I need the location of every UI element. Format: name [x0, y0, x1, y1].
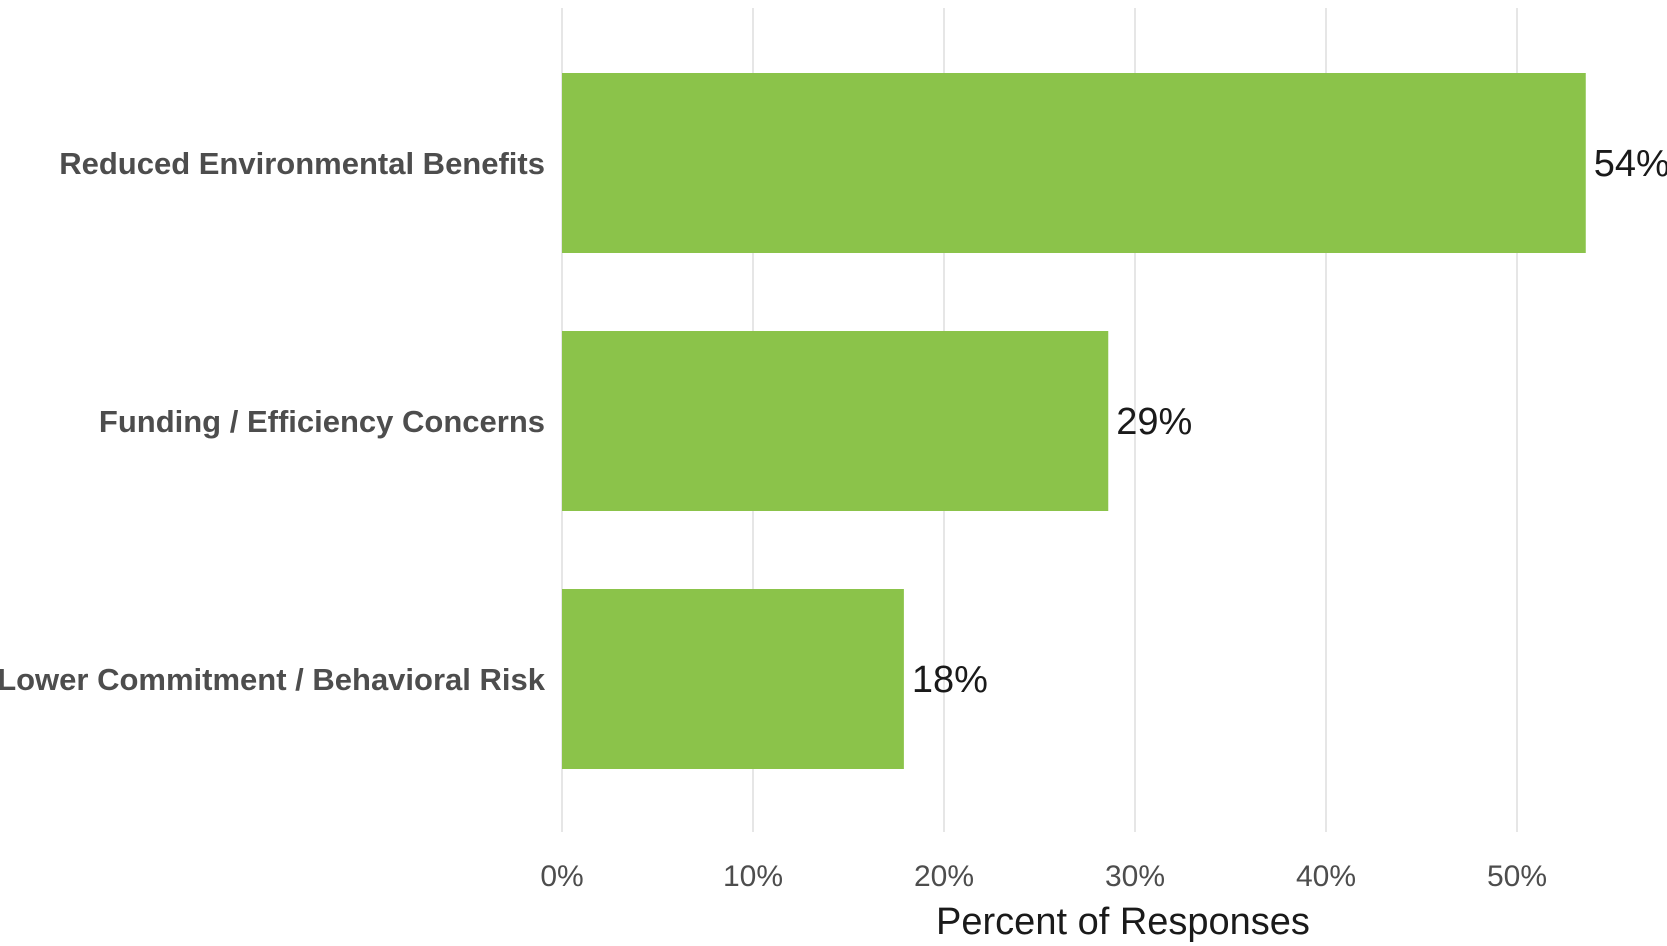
x-tick-label: 0%	[540, 860, 583, 893]
x-tick-label: 20%	[914, 860, 974, 893]
x-tick-label: 40%	[1296, 860, 1356, 893]
category-label: Reduced Environmental Benefits	[59, 146, 545, 181]
bar	[562, 73, 1586, 253]
x-tick-label: 10%	[723, 860, 783, 893]
data-label: 18%	[912, 659, 988, 701]
x-tick-label: 30%	[1105, 860, 1165, 893]
x-axis-title: Percent of Responses	[936, 901, 1310, 943]
labels: 0% 10% 20% 30% 40% 50% Reduced Environmental B…	[0, 143, 1667, 893]
category-label: Funding / Efficiency Concerns	[99, 404, 545, 439]
x-tick-label: 50%	[1487, 860, 1547, 893]
bar	[562, 589, 904, 769]
data-label: 54%	[1594, 143, 1667, 185]
bars	[562, 73, 1586, 769]
category-label: Lower Commitment / Behavioral Risk	[0, 662, 546, 697]
data-label: 29%	[1116, 401, 1192, 443]
bar	[562, 331, 1109, 511]
